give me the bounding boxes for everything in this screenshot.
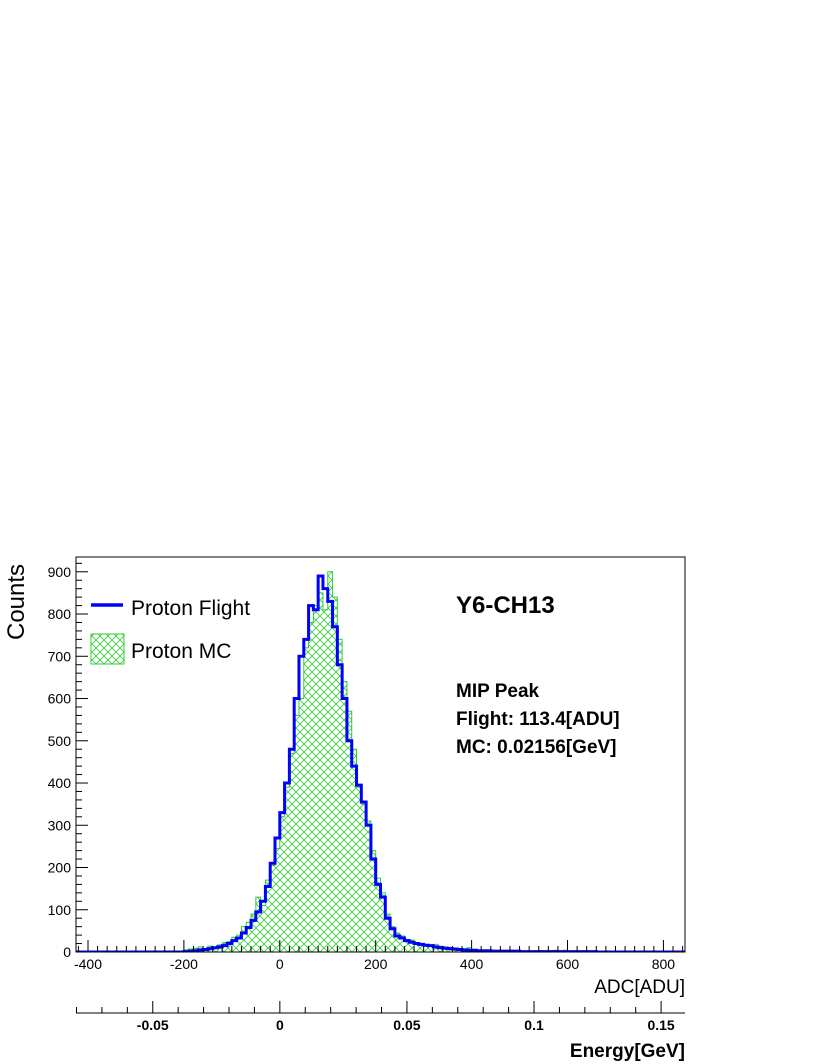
x-tick-label: 200 (364, 956, 388, 972)
y-tick-label: 0 (63, 944, 71, 960)
y-axis: 0 100 200 300 400 500 600 700 800 900 (48, 562, 88, 960)
x-tick-label: 0 (276, 956, 284, 972)
y-tick-label: 600 (48, 691, 72, 707)
y-tick-label: 200 (48, 860, 72, 876)
plot-frame (75, 556, 686, 953)
y-tick-label: 800 (48, 606, 72, 622)
annotation-mc: MC: 0.02156[GeV] (456, 737, 617, 758)
x-tick-label: -200 (170, 956, 198, 972)
flight-line (76, 574, 685, 952)
secondary-tick-label: 0.05 (393, 1017, 420, 1033)
legend-label-mc: Proton MC (131, 640, 231, 663)
secondary-axis-title: Energy[GeV] (570, 1041, 685, 1062)
y-tick-label: 400 (48, 775, 72, 791)
y-tick-label: 500 (48, 733, 72, 749)
y-tick-label: 100 (48, 902, 72, 918)
x-tick-label: 400 (460, 956, 484, 972)
secondary-x-axis: -0.05 0 0.05 0.1 0.15 (76, 1001, 685, 1033)
x-tick-label: 800 (652, 956, 676, 972)
y-axis-title: Counts (3, 564, 30, 640)
legend: Proton Flight Proton MC (90, 597, 250, 665)
y-tick-label: 300 (48, 817, 72, 833)
flight-series (76, 574, 685, 952)
y-tick-label: 700 (48, 648, 72, 664)
annotation-mip-peak: MIP Peak (456, 681, 540, 702)
annotation-flight: Flight: 113.4[ADU] (456, 709, 620, 730)
x-tick-label: -400 (74, 956, 102, 972)
secondary-tick-label: -0.05 (137, 1017, 169, 1033)
x-axis-title: ADC[ADU] (594, 977, 685, 998)
secondary-tick-label: 0 (276, 1017, 284, 1033)
secondary-tick-label: 0.1 (524, 1017, 544, 1033)
legend-label-flight: Proton Flight (131, 597, 250, 620)
x-tick-label: 600 (556, 956, 580, 972)
secondary-tick-label: 0.15 (647, 1017, 674, 1033)
x-axis: -400 -200 0 200 400 600 800 (74, 940, 684, 972)
y-tick-label: 900 (48, 564, 72, 580)
legend-swatch-mc (90, 633, 125, 665)
chart-title: Y6-CH13 (456, 592, 555, 619)
